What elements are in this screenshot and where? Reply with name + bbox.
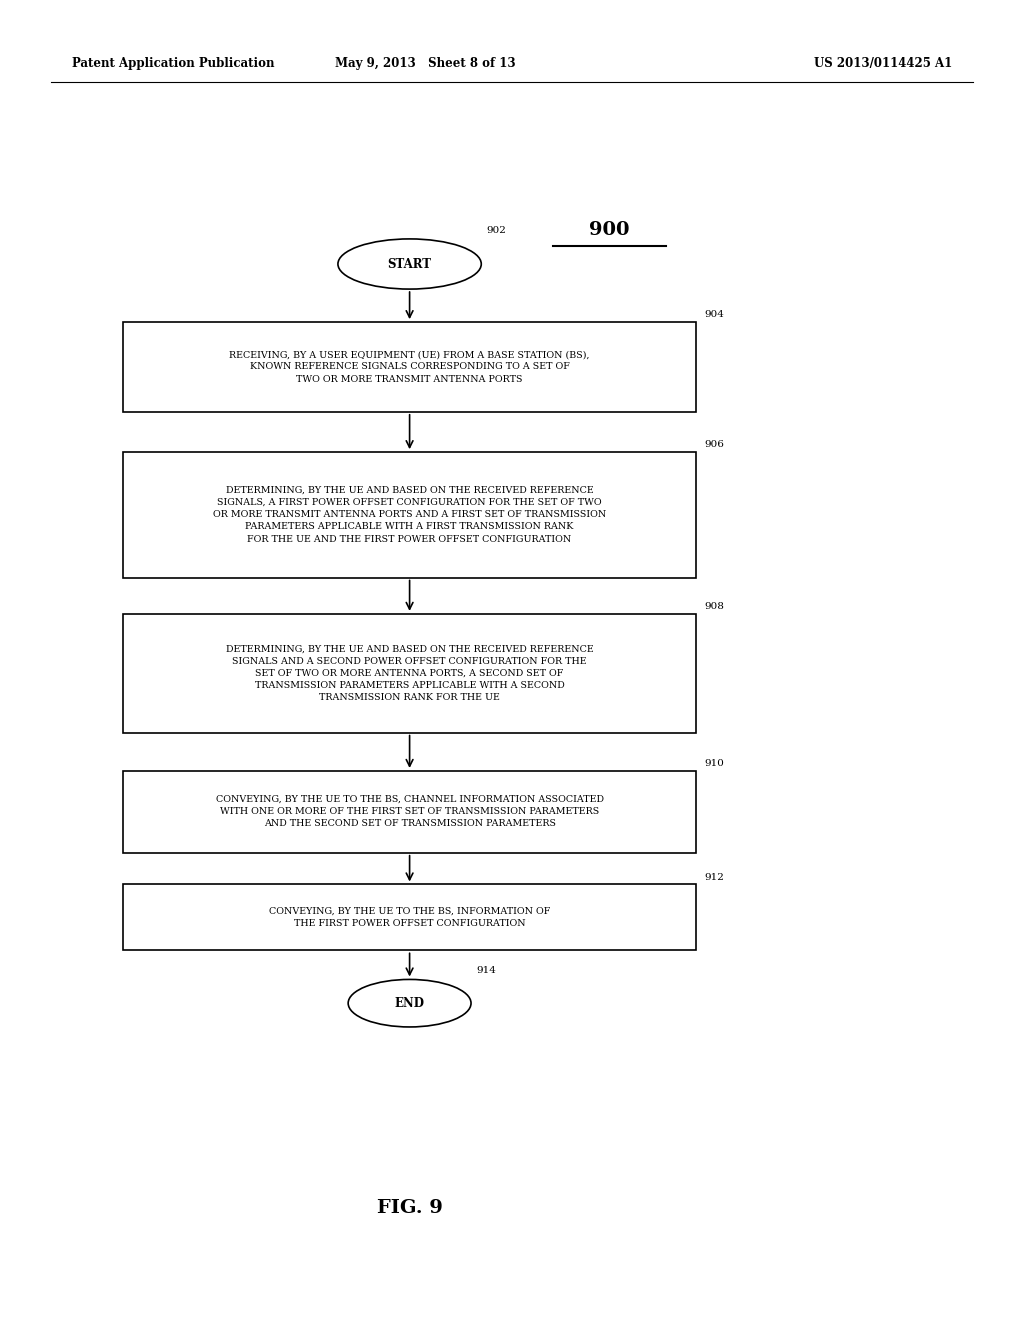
Text: START: START	[388, 257, 431, 271]
Text: May 9, 2013   Sheet 8 of 13: May 9, 2013 Sheet 8 of 13	[335, 57, 515, 70]
Text: CONVEYING, BY THE UE TO THE BS, INFORMATION OF
THE FIRST POWER OFFSET CONFIGURAT: CONVEYING, BY THE UE TO THE BS, INFORMAT…	[269, 907, 550, 928]
Text: 914: 914	[476, 966, 496, 975]
Text: 908: 908	[705, 602, 724, 611]
Text: 902: 902	[486, 226, 506, 235]
Text: FIG. 9: FIG. 9	[377, 1199, 442, 1217]
Text: 910: 910	[705, 759, 724, 768]
Text: 912: 912	[705, 873, 724, 882]
Text: DETERMINING, BY THE UE AND BASED ON THE RECEIVED REFERENCE
SIGNALS, A FIRST POWE: DETERMINING, BY THE UE AND BASED ON THE …	[213, 486, 606, 544]
Text: 904: 904	[705, 310, 724, 319]
Text: CONVEYING, BY THE UE TO THE BS, CHANNEL INFORMATION ASSOCIATED
WITH ONE OR MORE : CONVEYING, BY THE UE TO THE BS, CHANNEL …	[216, 795, 603, 829]
Text: Patent Application Publication: Patent Application Publication	[72, 57, 274, 70]
Text: 900: 900	[589, 220, 630, 239]
Text: DETERMINING, BY THE UE AND BASED ON THE RECEIVED REFERENCE
SIGNALS AND A SECOND : DETERMINING, BY THE UE AND BASED ON THE …	[225, 644, 594, 702]
Text: RECEIVING, BY A USER EQUIPMENT (UE) FROM A BASE STATION (BS),
KNOWN REFERENCE SI: RECEIVING, BY A USER EQUIPMENT (UE) FROM…	[229, 350, 590, 384]
Text: 906: 906	[705, 441, 724, 449]
Text: US 2013/0114425 A1: US 2013/0114425 A1	[814, 57, 952, 70]
Text: END: END	[394, 997, 425, 1010]
